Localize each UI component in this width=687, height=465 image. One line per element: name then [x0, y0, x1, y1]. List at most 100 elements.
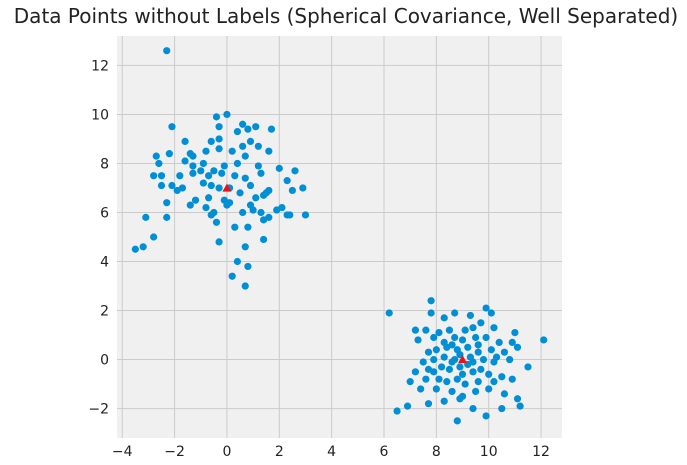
data-point — [469, 358, 477, 366]
data-point — [487, 309, 495, 317]
tick-labels: −4 −2 0 2 4 6 8 10 12 −2 0 2 4 6 8 10 12 — [88, 58, 550, 460]
data-point — [464, 343, 472, 351]
data-point — [199, 179, 207, 187]
data-point — [163, 47, 171, 55]
data-point — [435, 375, 443, 383]
data-point — [403, 402, 412, 410]
data-point — [142, 213, 150, 221]
data-point — [246, 137, 255, 146]
y-tick-label: 12 — [91, 58, 109, 74]
data-point — [239, 120, 247, 128]
data-point — [432, 385, 440, 393]
x-tick-label: −2 — [164, 444, 185, 460]
data-point — [299, 184, 307, 192]
data-point — [482, 304, 490, 312]
data-point — [288, 186, 296, 195]
x-tick-label: 12 — [532, 444, 550, 460]
data-point — [267, 125, 276, 133]
data-point — [513, 343, 522, 351]
x-tick-label: 10 — [480, 444, 498, 460]
data-point — [186, 201, 194, 209]
data-point — [152, 152, 160, 160]
data-point — [490, 324, 498, 332]
y-tick-label: 10 — [91, 107, 109, 123]
data-point — [163, 199, 171, 207]
data-point — [205, 172, 213, 180]
data-point — [440, 353, 448, 361]
data-point — [424, 348, 433, 356]
data-point — [210, 167, 218, 175]
data-point — [189, 162, 197, 170]
data-point — [275, 164, 283, 172]
data-point — [212, 113, 221, 121]
data-point — [233, 127, 242, 136]
data-point — [257, 208, 265, 217]
data-point — [466, 311, 474, 320]
data-point — [492, 353, 501, 361]
data-point — [207, 211, 215, 219]
data-point — [524, 363, 532, 371]
data-point — [215, 238, 223, 246]
data-point — [215, 184, 223, 192]
data-point — [244, 223, 252, 231]
data-point — [385, 309, 393, 317]
x-tick-label: 4 — [327, 444, 336, 460]
data-point — [495, 338, 503, 347]
data-point — [456, 351, 464, 359]
y-tick-label: 2 — [100, 304, 109, 320]
data-point — [283, 177, 291, 185]
data-point — [506, 355, 514, 364]
data-point — [424, 400, 433, 408]
data-point — [236, 189, 244, 197]
data-point — [233, 257, 242, 266]
data-point — [131, 245, 139, 253]
data-point — [241, 152, 249, 160]
data-point — [445, 365, 454, 373]
data-point — [490, 378, 498, 386]
data-point — [254, 162, 262, 170]
data-point — [448, 341, 456, 349]
y-tick-label: 0 — [100, 353, 109, 369]
data-point — [485, 370, 493, 378]
x-tick-label: 0 — [222, 444, 231, 460]
y-tick-label: 4 — [100, 255, 109, 271]
data-point — [411, 368, 420, 376]
x-tick-label: 6 — [380, 444, 389, 460]
data-point — [241, 174, 249, 182]
data-point — [301, 211, 310, 219]
data-point — [215, 135, 223, 143]
data-point — [199, 159, 207, 168]
data-point — [458, 336, 467, 344]
data-point — [252, 123, 260, 131]
data-point — [419, 358, 427, 366]
data-point — [215, 123, 223, 131]
data-point — [157, 172, 166, 180]
data-point — [228, 147, 236, 155]
data-point — [273, 206, 281, 214]
data-point — [218, 169, 226, 177]
data-point — [427, 297, 435, 305]
data-point — [432, 346, 440, 354]
data-point — [487, 346, 495, 354]
data-point — [223, 110, 231, 119]
data-point — [482, 412, 490, 420]
data-point — [456, 363, 464, 371]
y-tick-label: −2 — [88, 402, 109, 418]
data-point — [168, 181, 176, 190]
data-point — [474, 348, 482, 356]
data-point — [461, 380, 469, 388]
data-point — [440, 397, 448, 405]
data-point — [422, 326, 430, 334]
data-point — [228, 272, 236, 280]
data-point — [202, 147, 210, 155]
data-point — [477, 319, 485, 327]
data-point — [233, 159, 242, 168]
data-point — [472, 387, 480, 396]
plot-area — [117, 36, 562, 438]
data-point — [265, 213, 273, 221]
data-point — [254, 142, 262, 150]
data-point — [474, 341, 482, 349]
data-point — [516, 402, 524, 410]
data-point — [205, 194, 213, 202]
data-point — [176, 172, 184, 180]
